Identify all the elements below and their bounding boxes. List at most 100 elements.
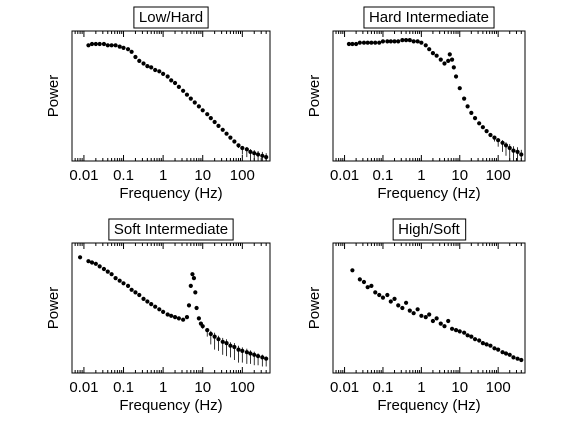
data-point (240, 145, 245, 151)
panel-title: Low/Hard (133, 6, 209, 29)
data-point (361, 40, 367, 45)
data-point (350, 268, 355, 273)
data-point (86, 43, 91, 48)
x-tick-label: 10 (194, 167, 211, 184)
data-point (260, 153, 265, 158)
x-tick-label: 100 (230, 379, 255, 396)
data-point (392, 39, 397, 44)
data-point (361, 279, 367, 285)
data-point (419, 313, 424, 318)
data-point (193, 290, 198, 295)
data-point (462, 330, 467, 335)
panel-3: Soft Intermediate (71, 218, 271, 374)
data-point (93, 41, 98, 47)
data-point (153, 67, 158, 73)
panel-title-text: Hard Intermediate (369, 9, 489, 26)
data-point (244, 147, 249, 152)
data-point (169, 313, 174, 318)
data-point (169, 78, 174, 83)
x-axis-label: Frequency (Hz) (377, 397, 480, 414)
data-point (133, 54, 138, 60)
data-point (220, 339, 225, 344)
data-point (205, 328, 210, 333)
data-point (427, 312, 432, 317)
data-point (447, 52, 452, 57)
y-axis-label: Power (306, 75, 323, 118)
data-point (244, 350, 249, 355)
data-point (403, 300, 409, 305)
data-point (496, 347, 501, 352)
data-point (208, 116, 213, 121)
data-point (357, 277, 362, 282)
data-point (519, 357, 524, 363)
data-point (484, 129, 489, 134)
data-point (153, 304, 158, 309)
data-point (236, 143, 241, 148)
data-point (411, 39, 416, 44)
data-point (113, 43, 118, 48)
data-point (264, 155, 269, 160)
data-point (403, 38, 409, 43)
data-point (515, 356, 520, 361)
x-tick-label: 10 (451, 379, 468, 396)
data-point (232, 139, 237, 144)
series-1 (346, 38, 524, 161)
panel-title-text: High/Soft (398, 221, 461, 238)
plot-frame (71, 30, 271, 162)
data-point (442, 61, 447, 66)
data-point (228, 343, 233, 348)
data-point (449, 326, 455, 331)
x-tick-label: 0.01 (69, 167, 98, 184)
x-tick-label: 100 (486, 379, 511, 396)
data-point (492, 135, 497, 140)
data-point (161, 309, 166, 314)
data-point (465, 333, 470, 338)
data-point (93, 261, 98, 266)
data-point (457, 86, 462, 91)
data-point (507, 352, 512, 357)
data-point (446, 58, 451, 64)
data-point (457, 329, 462, 334)
data-point (400, 305, 405, 311)
data-point (181, 317, 186, 322)
data-point (453, 74, 459, 79)
data-point (184, 315, 190, 320)
x-tick-label: 1 (417, 379, 425, 396)
data-point (377, 40, 382, 45)
data-point (260, 355, 265, 360)
plot-frame (332, 30, 526, 162)
x-tick-label: 0.1 (113, 379, 134, 396)
title-box (133, 6, 209, 29)
data-point (196, 104, 201, 109)
data-point (205, 112, 210, 117)
data-point (224, 341, 229, 346)
data-point (157, 307, 162, 312)
data-point (385, 39, 390, 44)
data-point (472, 116, 478, 121)
data-point (503, 143, 509, 148)
data-point (192, 100, 197, 105)
data-point (200, 324, 205, 329)
data-point (400, 38, 405, 43)
data-point (196, 316, 201, 321)
title-box (392, 218, 467, 241)
data-point (194, 305, 199, 311)
data-point (453, 328, 459, 333)
data-point (415, 307, 420, 312)
title-box (108, 218, 234, 241)
x-tick-label: 100 (486, 167, 511, 184)
data-point (388, 39, 393, 44)
data-point (411, 311, 416, 316)
data-point (125, 283, 131, 288)
data-point (224, 131, 229, 136)
x-tick-label: 10 (194, 379, 211, 396)
data-point (77, 255, 83, 260)
data-point (190, 272, 195, 277)
data-point (172, 315, 178, 320)
x-tick-label: 0.1 (373, 167, 394, 184)
data-point (415, 39, 420, 44)
data-point (109, 43, 114, 48)
x-tick-label: 0.01 (69, 379, 98, 396)
data-point (129, 287, 134, 292)
